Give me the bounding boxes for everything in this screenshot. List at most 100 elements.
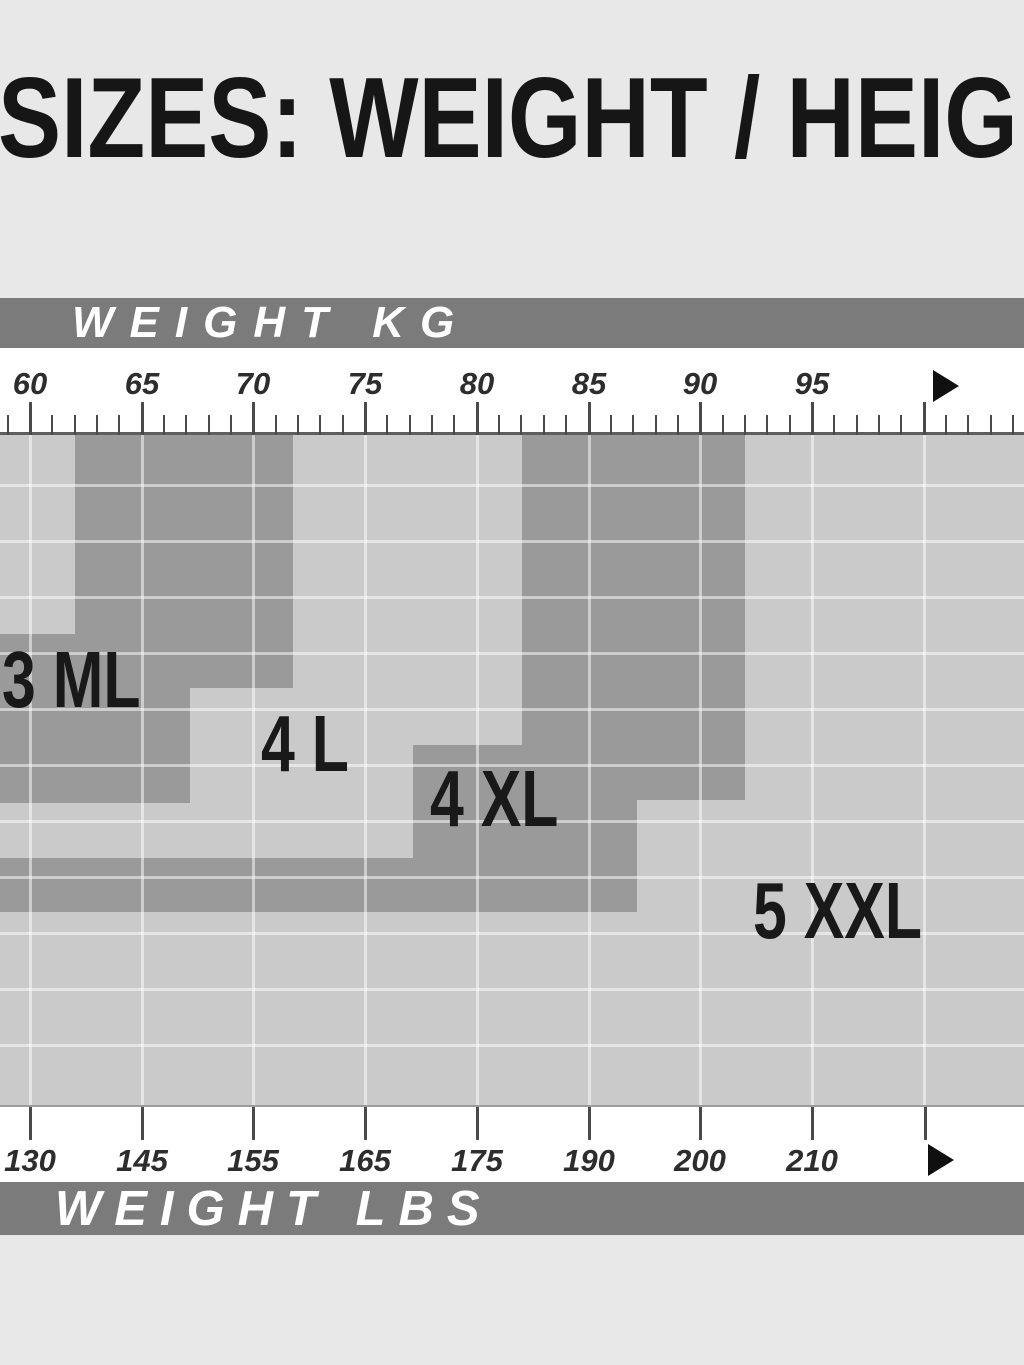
minor-tick — [632, 415, 635, 435]
gridline-horizontal — [0, 875, 1024, 879]
gridline-horizontal — [0, 707, 1024, 711]
gridline-horizontal — [0, 539, 1024, 543]
right-arrow-icon — [933, 370, 959, 402]
gridline-horizontal — [0, 595, 1024, 599]
minor-tick — [565, 415, 568, 435]
minor-tick — [900, 415, 903, 435]
gridline-horizontal — [0, 987, 1024, 991]
minor-tick — [431, 415, 434, 435]
size-region-3-ml — [0, 435, 293, 803]
major-tick — [587, 402, 591, 435]
lbs-tick-label: 190 — [563, 1143, 615, 1178]
major-tick — [28, 1107, 32, 1140]
gridline-vertical — [251, 435, 255, 1105]
minor-tick — [96, 415, 99, 435]
major-tick — [28, 402, 32, 435]
gridline-horizontal — [0, 483, 1024, 487]
gridline-horizontal — [0, 763, 1024, 767]
gridline-vertical — [140, 435, 144, 1105]
minor-tick — [788, 415, 791, 435]
weight-kg-ruler: 60 65 70 75 80 85 90 95 — [0, 348, 1024, 435]
major-tick — [698, 1107, 702, 1140]
minor-tick — [833, 415, 836, 435]
weight-lbs-banner-label: WEIGHT LBS — [55, 1181, 493, 1236]
lbs-tick-label: 155 — [227, 1143, 279, 1178]
minor-tick — [453, 415, 456, 435]
minor-tick — [230, 415, 233, 435]
page-title: SIZES: WEIGHT / HEIGHT — [0, 55, 1024, 182]
kg-tick-label: 90 — [682, 366, 718, 401]
kg-tick-label: 95 — [794, 366, 830, 401]
weight-kg-banner-label: WEIGHT KG — [72, 298, 471, 347]
minor-tick — [498, 415, 501, 435]
minor-tick — [877, 415, 880, 435]
lbs-tick-label: 130 — [4, 1143, 56, 1178]
major-tick — [251, 402, 255, 435]
minor-tick — [967, 415, 970, 435]
minor-tick — [185, 415, 188, 435]
major-tick — [251, 1107, 255, 1140]
minor-tick — [408, 415, 411, 435]
minor-tick — [386, 415, 389, 435]
size-label-4-l: 4 L — [261, 699, 349, 788]
minor-tick — [6, 415, 9, 435]
kg-tick-label: 75 — [347, 366, 383, 401]
size-label-5-xxl: 5 XXL — [753, 866, 922, 955]
minor-tick — [274, 415, 277, 435]
lbs-tick-label: 210 — [786, 1143, 838, 1178]
size-chart-grid: 3 ML 4 L 4 XL 5 XXL — [0, 435, 1024, 1105]
gridline-vertical — [810, 435, 814, 1105]
right-arrow-icon — [928, 1144, 954, 1176]
major-tick — [140, 402, 144, 435]
minor-tick — [766, 415, 769, 435]
minor-tick — [721, 415, 724, 435]
major-tick — [587, 1107, 591, 1140]
minor-tick — [319, 415, 322, 435]
kg-tick-label: 65 — [124, 366, 160, 401]
minor-tick — [1011, 415, 1014, 435]
kg-tick-label: 85 — [571, 366, 607, 401]
gridline-vertical — [587, 435, 591, 1105]
size-label-4-xl: 4 XL — [430, 754, 559, 843]
major-tick — [810, 1107, 814, 1140]
gridline-vertical — [698, 435, 702, 1105]
lbs-tick-label: 200 — [674, 1143, 726, 1178]
gridline-vertical — [363, 435, 367, 1105]
gridline-vertical — [475, 435, 479, 1105]
size-region-4-xl — [0, 435, 745, 912]
major-tick — [698, 402, 702, 435]
major-tick — [922, 402, 926, 435]
size-label-3-ml: 3 ML — [2, 635, 141, 724]
major-tick — [810, 402, 814, 435]
minor-tick — [855, 415, 858, 435]
gridline-horizontal — [0, 819, 1024, 823]
kg-tick-label: 80 — [459, 366, 495, 401]
minor-tick — [163, 415, 166, 435]
major-tick — [140, 1107, 144, 1140]
minor-tick — [989, 415, 992, 435]
lbs-tick-label: 165 — [339, 1143, 391, 1178]
weight-lbs-banner: WEIGHT LBS — [0, 1181, 1024, 1236]
minor-tick — [609, 415, 612, 435]
gridline-horizontal — [0, 651, 1024, 655]
minor-tick — [654, 415, 657, 435]
weight-kg-banner: WEIGHT KG — [0, 298, 1024, 348]
minor-tick — [118, 415, 121, 435]
minor-tick — [542, 415, 545, 435]
major-tick — [475, 1107, 479, 1140]
gridline-horizontal — [0, 1043, 1024, 1047]
gridline-horizontal — [0, 931, 1024, 935]
minor-tick — [743, 415, 746, 435]
minor-tick — [51, 415, 54, 435]
lbs-tick-label: 175 — [451, 1143, 503, 1178]
minor-tick — [676, 415, 679, 435]
minor-tick — [207, 415, 210, 435]
size-regions-plot — [0, 435, 745, 912]
major-tick — [475, 402, 479, 435]
gridline-vertical — [922, 435, 926, 1105]
major-tick — [363, 402, 367, 435]
weight-lbs-ruler: 130 145 155 165 175 190 200 210 — [0, 1105, 1024, 1182]
lbs-tick-label: 145 — [116, 1143, 168, 1178]
minor-tick — [73, 415, 76, 435]
major-tick — [923, 1107, 927, 1140]
